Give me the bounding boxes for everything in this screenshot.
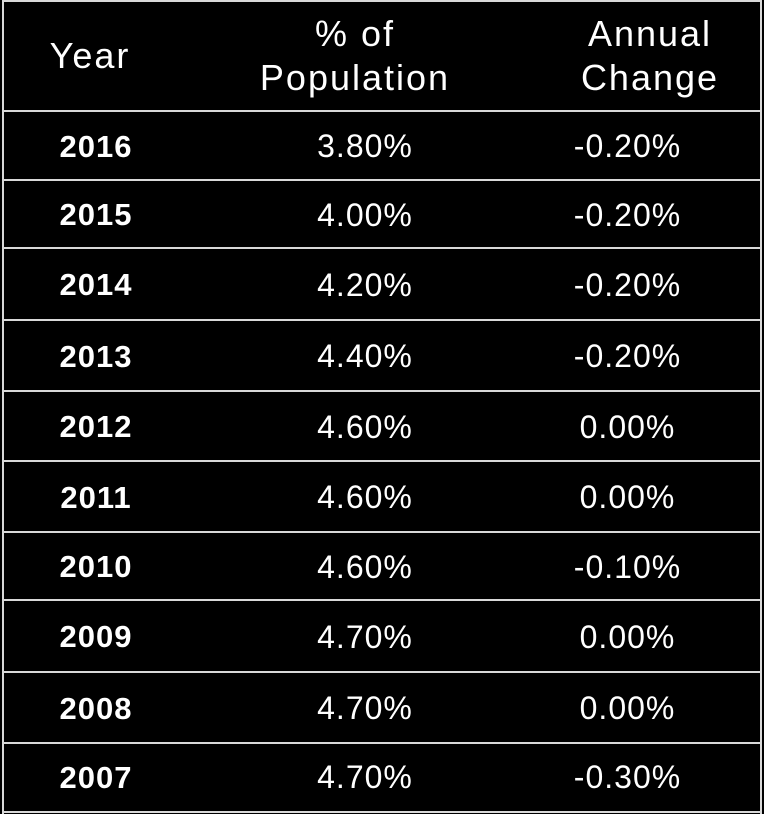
percent-cell: 4.70% [317,690,413,726]
percent-cell: 4.70% [317,759,413,795]
annual-change-cell: 0.00% [579,408,676,445]
column-header-percent-of-population: % of Population [259,13,451,98]
year-cell: 2011 [60,479,132,515]
year-cell: 2012 [59,409,133,444]
annual-change-cell: -0.10% [573,548,682,585]
year-cell: 2009 [59,619,133,654]
column-header-year: Year [49,35,131,76]
row-divider [3,460,761,462]
row-divider [3,247,761,249]
table-border-right [760,0,762,814]
annual-change-cell: -0.20% [573,266,682,303]
percent-cell: 4.20% [317,266,413,303]
row-divider [3,179,761,181]
percent-cell: 4.40% [317,338,413,374]
header-divider [3,110,761,112]
row-divider [3,390,761,392]
annual-change-cell: 0.00% [579,690,676,726]
annual-change-cell: 0.00% [579,618,676,655]
year-cell: 2013 [59,338,133,374]
row-divider [3,531,761,533]
year-cell: 2014 [59,267,133,302]
annual-change-cell: -0.30% [573,759,682,795]
percent-cell: 3.80% [317,128,413,164]
year-cell: 2008 [59,690,133,726]
table-border-top [3,0,761,2]
row-divider [3,599,761,601]
annual-change-cell: -0.20% [573,196,682,233]
year-cell: 2010 [59,549,133,584]
annual-change-cell: -0.20% [573,128,682,164]
year-cell: 2015 [59,197,133,232]
percent-cell: 4.70% [317,618,413,655]
percent-cell: 4.60% [317,548,413,585]
column-header-annual-change: Annual Change [580,13,720,98]
row-divider [3,671,761,673]
table-border-bottom [3,811,761,813]
percent-cell: 4.60% [317,479,413,515]
table-border-left [2,0,4,814]
row-divider [3,319,761,321]
annual-change-cell: -0.20% [573,338,682,374]
percent-cell: 4.00% [317,196,413,233]
row-divider [3,742,761,744]
year-cell: 2016 [59,128,133,164]
annual-change-cell: 0.00% [579,479,676,515]
percent-cell: 4.60% [317,408,413,445]
year-cell: 2007 [59,759,133,795]
